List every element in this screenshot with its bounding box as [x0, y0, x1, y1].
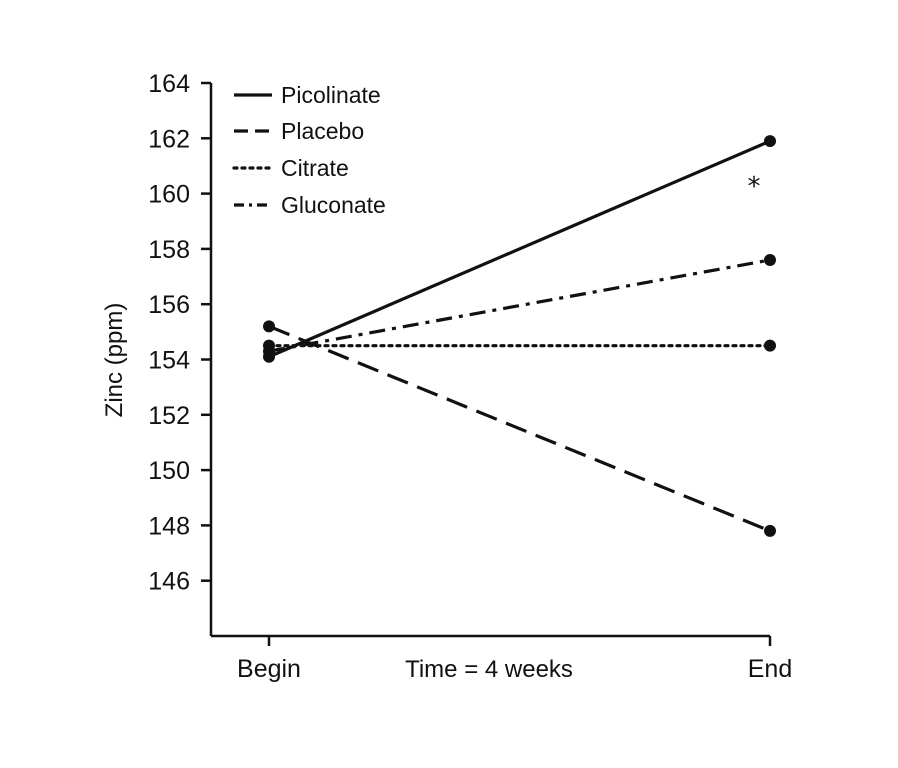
- y-tick-label: 164: [148, 70, 190, 98]
- y-tick-label: 156: [148, 291, 190, 319]
- data-point-gluconate-end: [764, 253, 776, 266]
- legend: Picolinate Placebo Citrate Gluconate: [232, 82, 386, 218]
- data-point-placebo-begin: [263, 320, 275, 333]
- y-tick-label: 162: [148, 125, 190, 153]
- series-line-placebo: [268, 324, 771, 533]
- y-tick-label: 158: [148, 236, 190, 264]
- legend-label-placebo: Placebo: [281, 118, 364, 144]
- data-point-picolinate-end: [764, 135, 776, 148]
- x-axis-label: Time = 4 weeks: [405, 656, 573, 683]
- data-point-placebo-end: [764, 524, 776, 537]
- y-tick-label: 152: [148, 402, 190, 430]
- legend-label-citrate: Citrate: [281, 155, 349, 181]
- series-line-picolinate: [268, 139, 771, 359]
- y-tick-label: 148: [148, 512, 190, 540]
- y-ticks: 146 148 150 152 154 156 158 160 162 164: [148, 70, 211, 596]
- series-points: [263, 135, 776, 537]
- y-tick-label: 146: [148, 568, 190, 596]
- x-ticks: Begin End: [237, 636, 792, 683]
- series-lines: [267, 139, 772, 533]
- y-axis-label: Zinc (ppm): [101, 303, 128, 418]
- legend-label-gluconate: Gluconate: [281, 192, 386, 218]
- data-point-citrate-end: [764, 339, 776, 352]
- x-category-label-end: End: [748, 655, 792, 683]
- data-point-gluconate-begin: [263, 345, 275, 358]
- significance-annotation: *: [748, 172, 761, 202]
- y-tick-label: 160: [148, 181, 190, 209]
- legend-label-picolinate: Picolinate: [281, 82, 381, 108]
- y-tick-label: 154: [148, 347, 190, 375]
- x-category-label-begin: Begin: [237, 655, 301, 683]
- y-tick-label: 150: [148, 457, 190, 485]
- series-line-gluconate: [268, 258, 771, 353]
